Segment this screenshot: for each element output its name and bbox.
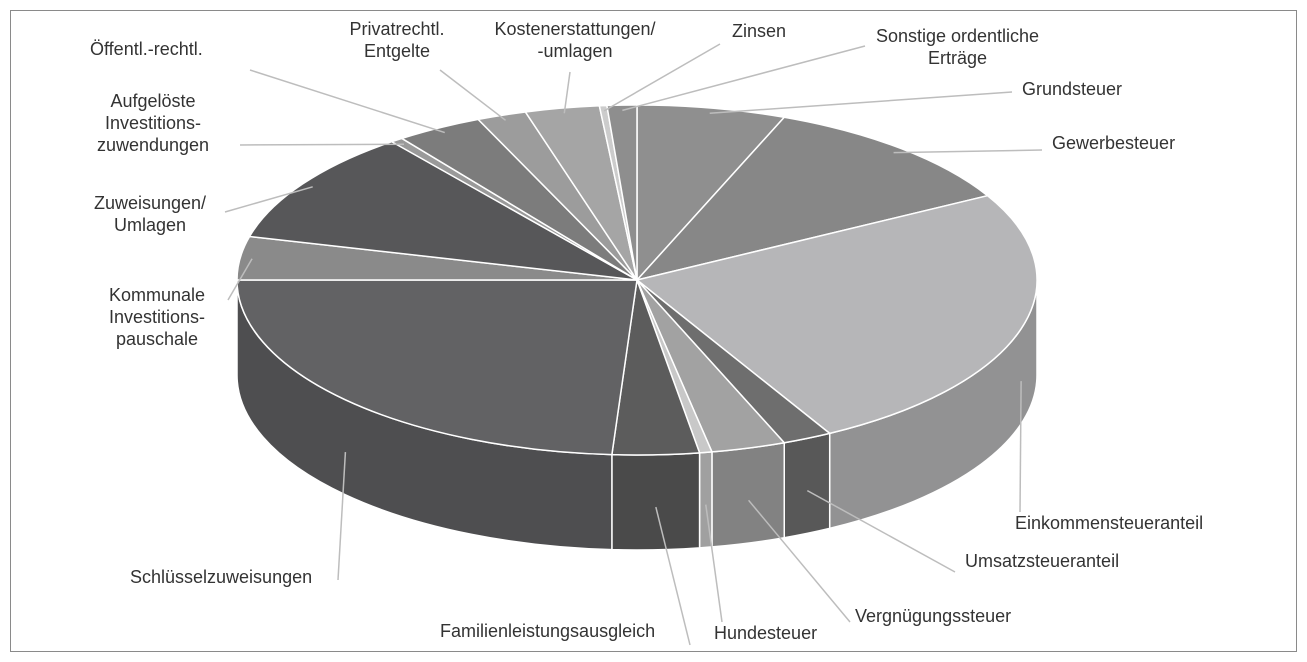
pie-slice — [605, 104, 638, 281]
leader-line — [893, 149, 1043, 154]
leader-line — [1019, 381, 1022, 513]
leader-line — [563, 71, 571, 114]
pie-slice — [248, 140, 638, 281]
chart-frame — [10, 10, 1297, 652]
leader-line — [603, 43, 721, 112]
slice-label: Grundsteuer — [1022, 79, 1123, 99]
slice-label: Kostenerstattungen/ -umlagen — [494, 19, 656, 61]
pie-side — [783, 432, 831, 539]
slice-label: Aufgelöste Investitions- zuwendungen — [96, 91, 210, 155]
leader-line — [224, 186, 313, 213]
slice-label: Sonstige ordentliche Erträge — [875, 26, 1040, 68]
leader-line — [239, 143, 405, 146]
pie-side — [611, 452, 701, 551]
pie-slice — [236, 279, 638, 456]
leader-line — [705, 504, 723, 623]
slice-label: Schlüsselzuweisungen — [130, 567, 313, 587]
leader-line — [249, 69, 445, 134]
slice-label: Zinsen — [732, 21, 787, 41]
slice-label: Öffentl.-rechtl. — [90, 39, 203, 59]
leader-line — [806, 489, 956, 573]
pie-side — [711, 441, 785, 548]
pie-slice — [634, 116, 990, 282]
leader-line — [337, 452, 347, 581]
slice-label: Privatrechtl. Entgelte — [349, 19, 445, 61]
leader-line — [655, 506, 691, 646]
leader-line — [709, 91, 1013, 115]
slice-label: Zuweisungen/ Umlagen — [93, 193, 207, 235]
leader-line — [622, 45, 866, 112]
leader-line — [439, 69, 507, 121]
slice-label: Gewerbesteuer — [1052, 133, 1176, 153]
leader-line — [227, 258, 253, 301]
leader-line — [748, 499, 851, 623]
slice-label: Einkommensteueranteil — [1015, 513, 1204, 533]
pie-slice — [635, 194, 1038, 435]
slice-label: Hundesteuer — [714, 623, 818, 643]
slice-label: Kommunale Investitions- pauschale — [108, 285, 206, 349]
slice-label: Vergnügungssteuer — [855, 606, 1012, 626]
slice-label: Umsatzsteueranteil — [965, 551, 1120, 571]
slice-label: Familienleistungsausgleich — [440, 621, 656, 641]
